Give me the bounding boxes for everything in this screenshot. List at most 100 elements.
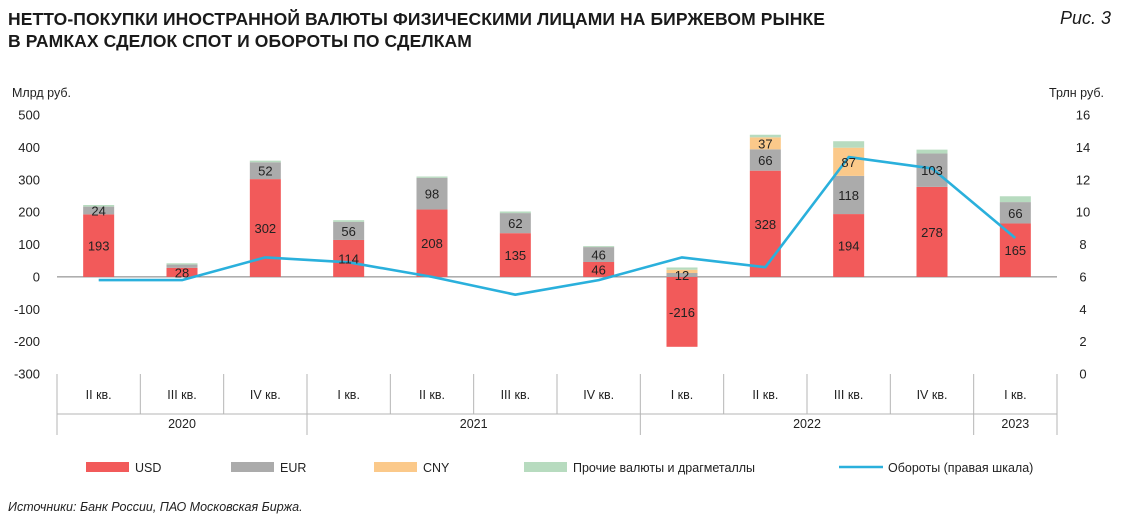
bar-eur: [499, 213, 531, 234]
bar-other: [416, 176, 448, 178]
y-left-tick-label: 400: [18, 140, 40, 155]
y-axis-left-label: Млрд руб.: [12, 86, 71, 100]
bar-label-usd: -216: [669, 305, 695, 320]
chart-title-line-1: НЕТТО-ПОКУПКИ ИНОСТРАННОЙ ВАЛЮТЫ ФИЗИЧЕС…: [8, 9, 826, 29]
bar-label-cny: 37: [758, 136, 772, 151]
bar-usd: [583, 261, 615, 277]
bar-label-eur: 24: [91, 204, 105, 219]
bar-other: [916, 149, 948, 154]
bar-label-eur: 98: [425, 187, 439, 202]
y-axis-right-label: Трлн руб.: [1049, 86, 1104, 100]
turnover-line-layer: [98, 155, 1017, 297]
bar-other: [83, 205, 115, 207]
y-left-tick-label: 100: [18, 237, 40, 252]
bar-label-usd: 278: [921, 225, 943, 240]
bar-label-eur: 118: [838, 188, 859, 203]
bar-label-usd: 208: [421, 236, 443, 251]
x-category-label: I кв.: [1004, 388, 1027, 402]
y-right-tick-label: 12: [1076, 172, 1090, 187]
bar-usd: [749, 170, 781, 277]
bar-label-usd: 193: [88, 239, 110, 254]
x-year-label: 2022: [793, 417, 821, 431]
bar-eur: [833, 175, 865, 215]
x-category-label: III кв.: [167, 388, 196, 402]
bar-other: [583, 246, 615, 248]
bar-other: [999, 196, 1031, 203]
x-category-label: II кв.: [86, 388, 112, 402]
bar-other: [749, 134, 781, 138]
bar-eur: [333, 221, 365, 240]
x-category-label: III кв.: [501, 388, 530, 402]
bar-other: [666, 267, 698, 270]
y-right-tick-label: 6: [1079, 269, 1086, 284]
bar-label-eur: 52: [258, 164, 272, 179]
bar-eur: [999, 202, 1031, 224]
legend-label-turnover: Обороты (правая шкала): [888, 461, 1033, 475]
y-right-tick-label: 10: [1076, 205, 1090, 220]
chart: Млрд руб. Трлн руб. 5004003002001000-100…: [12, 86, 1104, 475]
x-category-label: IV кв.: [583, 388, 614, 402]
y-right-tick-label: 8: [1079, 237, 1086, 252]
bar-usd: [166, 267, 198, 277]
bar-usd: [499, 233, 531, 277]
bars: [83, 134, 1031, 347]
bar-other: [833, 141, 865, 148]
bar-cny: [749, 137, 781, 150]
x-category-label: II кв.: [752, 388, 778, 402]
legend: USD EUR CNY Прочие валюты и драгметаллы Обор…: [86, 461, 1033, 475]
bar-usd: [416, 209, 448, 277]
x-category-label: III кв.: [834, 388, 863, 402]
bar-label-usd: 114: [338, 251, 359, 266]
x-category-label: IV кв.: [250, 388, 281, 402]
legend-label-eur: EUR: [280, 461, 306, 475]
bar-usd: [666, 276, 698, 347]
bar-label-usd: 135: [504, 248, 526, 263]
bar-eur: [83, 206, 115, 215]
bar-label-eur: 12: [675, 268, 689, 283]
x-category-label: I кв.: [337, 388, 360, 402]
bar-label-eur: 46: [591, 248, 605, 263]
chart-title-line-2: В РАМКАХ СДЕЛОК СПОТ И ОБОРОТЫ ПО СДЕЛКА…: [8, 31, 472, 51]
x-category-label: II кв.: [419, 388, 445, 402]
bar-eur: [416, 177, 448, 210]
bar-eur: [666, 272, 698, 277]
legend-swatch-eur: [231, 462, 274, 472]
legend-swatch-cny: [374, 462, 417, 472]
bar-label-usd: 302: [254, 221, 276, 236]
bar-label-eur: 56: [341, 224, 355, 239]
bar-label-usd: 46: [591, 262, 605, 277]
y-right-tick-label: 4: [1079, 302, 1086, 317]
y-left-tick-label: -300: [14, 367, 40, 382]
bar-label-eur: 62: [508, 216, 522, 231]
bar-label-eur: 103: [921, 163, 943, 178]
y-right-tick-label: 0: [1079, 367, 1086, 382]
x-axis: II кв. III кв. IV кв. I кв. II кв. III кв. IV …: [56, 374, 1058, 435]
bar-other: [249, 160, 281, 163]
y-left-tick-label: 200: [18, 205, 40, 220]
legend-swatch-other: [524, 462, 567, 472]
bar-label-usd: 165: [1004, 243, 1026, 258]
x-category-label: I кв.: [671, 388, 694, 402]
legend-label-other: Прочие валюты и драгметаллы: [573, 461, 755, 475]
bar-label-usd: 194: [838, 238, 860, 253]
y-left-tick-label: 500: [18, 108, 40, 123]
bar-usd: [916, 186, 948, 277]
y-right-tick-label: 14: [1076, 140, 1090, 155]
x-year-label: 2023: [1001, 417, 1029, 431]
bar-label-eur: 66: [758, 153, 772, 168]
bar-label-eur: 66: [1008, 206, 1022, 221]
bar-label-cny: 87: [841, 155, 855, 170]
y-right-tick-label: 16: [1076, 108, 1090, 123]
figure-label: Рис. 3: [1059, 8, 1111, 28]
bar-usd: [833, 214, 865, 277]
legend-swatch-usd: [86, 462, 129, 472]
bar-other: [499, 211, 531, 214]
legend-label-cny: CNY: [423, 461, 450, 475]
bar-cny: [666, 269, 698, 273]
bar-eur: [166, 264, 198, 268]
x-year-label: 2021: [460, 417, 488, 431]
y-left-tick-label: -100: [14, 302, 40, 317]
bar-eur: [249, 162, 281, 180]
x-year-label: 2020: [168, 417, 196, 431]
